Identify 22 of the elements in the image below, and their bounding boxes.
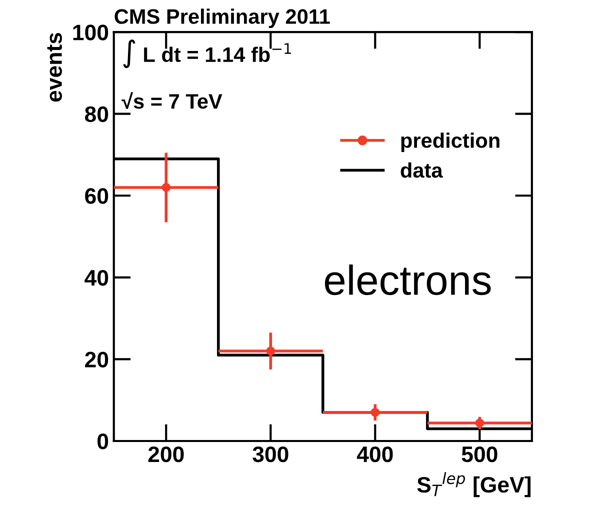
x-axis-title: S$_{T}$$^{lep}$ [GeV]: [417, 472, 531, 498]
y-tick-label: 100: [73, 24, 108, 40]
x-tick-label: 200: [148, 446, 184, 462]
y-tick-label: 0: [98, 434, 108, 450]
annotation: electrons: [324, 264, 491, 296]
point: [266, 346, 276, 356]
y-tick-label: 80: [84, 106, 108, 122]
x-tick-label: 500: [462, 446, 498, 462]
point: [162, 183, 171, 192]
point: [370, 408, 380, 417]
y-tick-label: 40: [84, 270, 108, 286]
y-axis-title: events: [47, 32, 62, 102]
x-tick-label: 400: [356, 446, 393, 462]
legend-label: prediction: [401, 132, 500, 152]
annotation: ∫ L dt = 1.14 fb$^{−1}$: [123, 40, 291, 68]
legend-label: data: [400, 162, 443, 178]
chart-title: CMS Preliminary 2011: [114, 8, 330, 28]
annotation: √s = 7 TeV: [122, 92, 222, 109]
y-tick-label: 20: [85, 352, 108, 368]
point: [475, 418, 484, 428]
x-tick-label: 300: [252, 446, 288, 462]
y-tick-label: 60: [85, 188, 108, 204]
